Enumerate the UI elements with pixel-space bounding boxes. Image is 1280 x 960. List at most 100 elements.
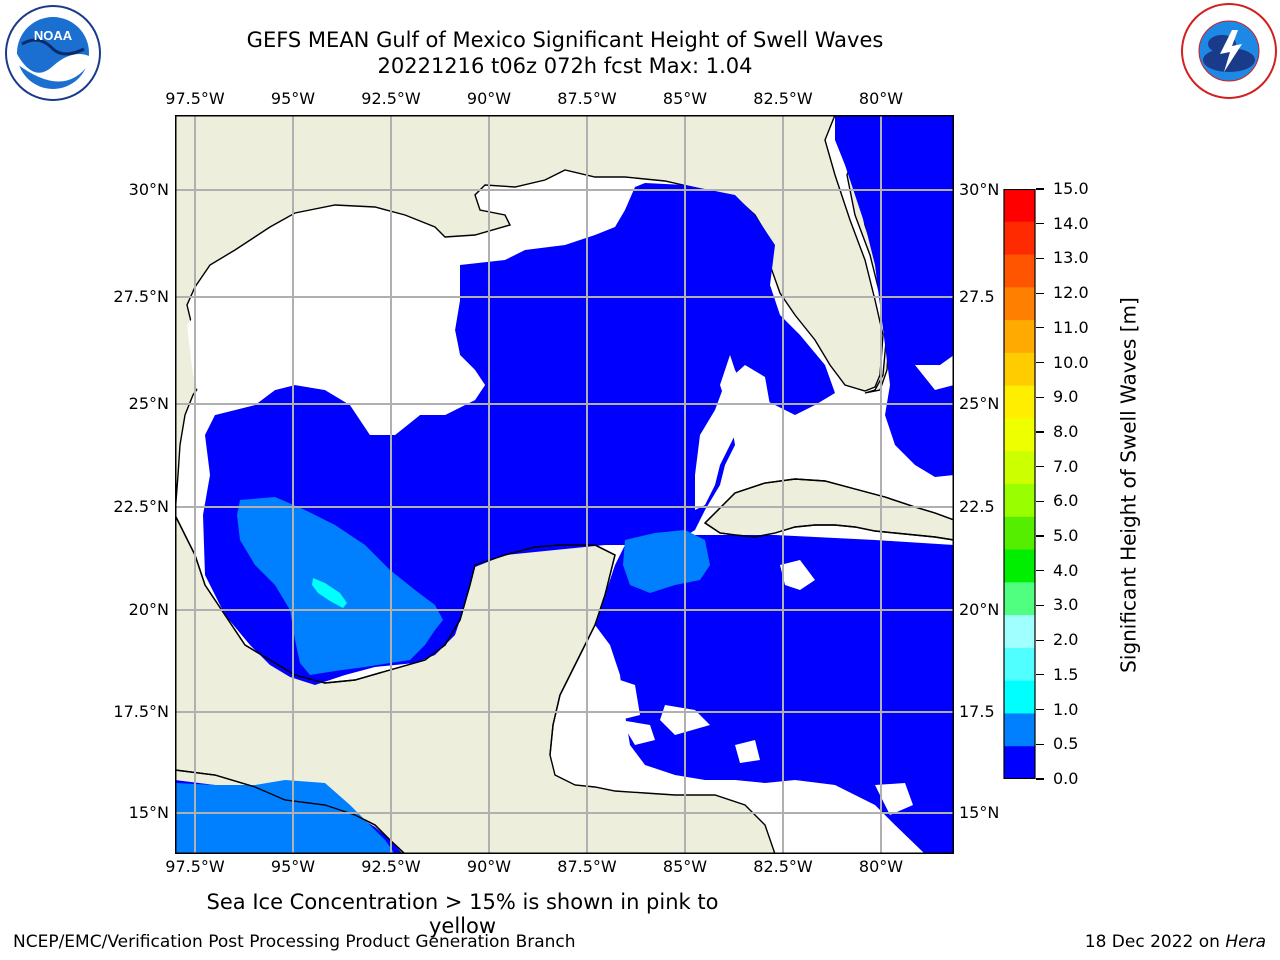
colorbar-tick-label: 8.0 (1053, 421, 1079, 441)
longitude-label-top: 82.5°W (753, 89, 813, 108)
colorbar-tick-mark (1036, 535, 1044, 537)
gap-east-gulf (695, 365, 770, 510)
colorbar-tick-label: 1.0 (1053, 699, 1079, 719)
colorbar-tick-label: 11.0 (1053, 317, 1089, 337)
date-stamp: 18 Dec 2022 on Hera (1085, 932, 1266, 952)
longitude-label-bottom: 95°W (270, 857, 316, 876)
colorbar-tick-label: 0.5 (1053, 734, 1079, 754)
swell-patch-yucatan (623, 530, 710, 593)
colorbar-segment (1004, 582, 1035, 616)
sea-ice-note: Sea Ice Concentration > 15% is shown in … (206, 890, 719, 938)
colorbar-tick-mark (1036, 570, 1044, 572)
longitude-label-bottom: 82.5°W (753, 857, 813, 876)
longitude-label-top: 97.5°W (165, 89, 225, 108)
colorbar-tick-mark (1036, 674, 1044, 676)
latitude-label-right: 15°N (959, 803, 1000, 822)
colorbar-tick-label: 12.0 (1053, 283, 1089, 303)
colorbar-tick-label: 1.5 (1053, 664, 1079, 684)
coastlines (175, 478, 954, 854)
colorbar-segment (1004, 451, 1035, 485)
gap-honduras (605, 675, 640, 720)
colorbar-tick-mark (1036, 500, 1044, 502)
longitude-label-bottom: 90°W (466, 857, 512, 876)
longitude-label-top: 87.5°W (557, 89, 617, 108)
swell-gaps (187, 255, 954, 815)
latitude-label-left: 15°N (128, 803, 169, 822)
colorbar-tick-label: 15.0 (1053, 179, 1089, 198)
colorbar-tick-mark (1036, 361, 1044, 364)
colorbar-segment (1004, 418, 1035, 452)
gap-north-cuba (915, 355, 954, 390)
colorbar-segment (1004, 615, 1035, 649)
colorbar-tick-mark (1036, 466, 1044, 468)
gap-nicaragua-2 (735, 740, 760, 763)
colorbar-tick-label: 3.0 (1053, 595, 1079, 615)
colorbar-tick-mark (1036, 223, 1044, 225)
colorbar-segment (1004, 385, 1035, 419)
swell-height-map (175, 115, 954, 854)
colorbar-segment (1004, 549, 1035, 583)
latitude-label-left: 27.5°N (113, 287, 169, 306)
latitude-label-right: 25°N (959, 394, 1000, 413)
longitude-label-top: 95°W (270, 89, 316, 108)
colorbar-segment (1004, 189, 1035, 223)
latitude-label-left: 30°N (128, 180, 169, 199)
colorbar-tick-label: 9.0 (1053, 387, 1079, 407)
colorbar-frame (1003, 189, 1036, 779)
latitude-label-right: 30°N (959, 180, 1000, 199)
colorbar-segment (1004, 287, 1035, 321)
latitude-label-left: 22.5°N (113, 497, 169, 516)
longitude-label-bottom: 85°W (662, 857, 708, 876)
colorbar-tick-mark (1036, 431, 1044, 433)
colorbar-tick-label: 6.0 (1053, 491, 1079, 511)
map-title: GEFS MEAN Gulf of Mexico Significant Hei… (246, 28, 884, 52)
colorbar-segment (1004, 254, 1035, 288)
longitude-label-top: 90°W (466, 89, 512, 108)
colorbar-tick-mark (1036, 743, 1044, 745)
colorbar-segment (1004, 746, 1035, 779)
swell-max-patch (312, 578, 347, 608)
colorbar-tick-mark (1036, 708, 1044, 711)
colorbar-segment (1004, 221, 1035, 256)
swell-patch-pacific (175, 780, 395, 854)
latitude-label-right: 27.5 (959, 287, 995, 306)
longitude-label-bottom: 97.5°W (165, 857, 225, 876)
date-text: 18 Dec 2022 on (1084, 932, 1220, 952)
colorbar-segment (1004, 484, 1035, 518)
gap-nicaragua-1 (620, 720, 655, 745)
swell-level-1.0-1.5 (312, 578, 347, 608)
colorbar-segment (1004, 713, 1035, 747)
colorbar-segment (1004, 516, 1035, 551)
longitude-label-bottom: 92.5°W (361, 857, 421, 876)
colorbar-tick-mark (1036, 778, 1044, 780)
colorbar-label: Significant Height of Swell Waves [m] (1116, 297, 1141, 673)
colorbar-segment (1004, 352, 1035, 387)
graticule (175, 115, 954, 854)
colorbar-tick-label: 10.0 (1053, 352, 1089, 372)
colorbar-tick-label: 2.0 (1053, 630, 1079, 650)
colorbar-tick-label: 4.0 (1053, 560, 1079, 580)
latitude-label-left: 17.5°N (113, 702, 169, 721)
longitude-label-top: 92.5°W (361, 89, 421, 108)
colorbar-tick-label: 7.0 (1053, 456, 1079, 476)
map-subtitle: 20221216 t06z 072h fcst Max: 1.04 (377, 54, 753, 78)
colorbar-segment (1004, 320, 1035, 354)
colorbar-tick-mark (1036, 604, 1044, 607)
nws-logo (1181, 3, 1277, 99)
colorbar-tick-mark (1036, 292, 1044, 294)
latitude-label-left: 25°N (128, 394, 169, 413)
colorbar-tick-label: 13.0 (1053, 248, 1089, 268)
colorbar-segment (1004, 680, 1035, 714)
longitude-label-top: 80°W (858, 89, 904, 108)
colorbar-tick-mark (1036, 639, 1044, 641)
latitude-label-right: 20°N (959, 600, 1000, 619)
credit-text: NCEP/EMC/Verification Post Processing Pr… (13, 932, 576, 952)
longitude-label-bottom: 87.5°W (557, 857, 617, 876)
gap-cayman (780, 560, 815, 590)
gap-nicaragua-3 (875, 783, 913, 815)
map-border (175, 115, 954, 854)
longitude-label-bottom: 80°W (858, 857, 904, 876)
colorbar-tick-mark (1036, 257, 1044, 259)
latitude-label-right: 22.5 (959, 497, 995, 516)
colorbar-tick-label: 5.0 (1053, 526, 1079, 546)
